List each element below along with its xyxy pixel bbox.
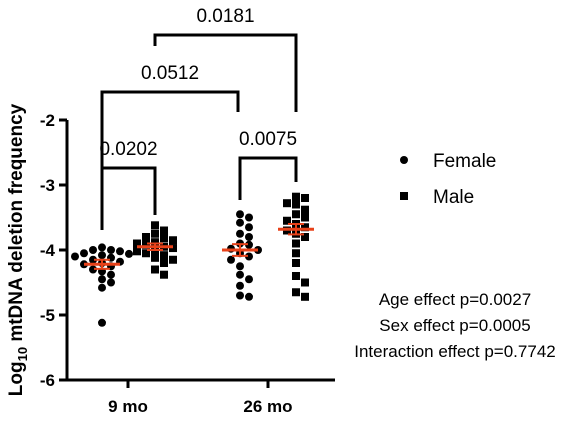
data-point [142, 249, 150, 258]
data-point [160, 270, 168, 279]
legend: Female Male [400, 151, 496, 208]
data-point [169, 255, 177, 264]
comparison-bracket [100, 90, 240, 230]
data-point [151, 238, 159, 247]
y-tick-label: -4 [40, 241, 56, 260]
data-point [98, 318, 106, 327]
data-point [71, 252, 79, 261]
data-point [98, 243, 106, 252]
data-point [292, 259, 300, 267]
y-axis-label: Log10 mtDNA deletion frequency [6, 103, 30, 396]
data-point [142, 233, 150, 241]
data-point [301, 233, 309, 241]
data-point [160, 251, 168, 260]
data-point [98, 283, 106, 292]
stat-line: Age effect p=0.0027 [379, 290, 531, 309]
data-point [133, 247, 141, 256]
data-point [245, 275, 253, 284]
data-point [169, 236, 177, 245]
data-point [236, 229, 244, 238]
data-point [116, 247, 124, 256]
comparison-bracket [153, 33, 298, 112]
data-point [292, 192, 300, 201]
stat-line: Interaction effect p=0.7742 [354, 342, 555, 361]
x-tick-label: 26 mo [243, 397, 292, 416]
data-point [292, 249, 300, 258]
y-tick-label: -2 [40, 111, 55, 130]
data-point [107, 246, 115, 254]
data-point [236, 281, 244, 290]
data-point [236, 262, 244, 271]
data-point [301, 292, 309, 301]
data-point [151, 229, 159, 238]
y-axis-label-rest: mtDNA deletion frequency [6, 103, 27, 347]
stats-annotation: Age effect p=0.0027 Sex effect p=0.0005 In… [354, 290, 555, 361]
data-point [245, 292, 253, 301]
data-point [301, 205, 309, 214]
y-axis-label-base: Log [6, 361, 27, 396]
data-point [227, 255, 235, 264]
data-point [160, 234, 168, 243]
data-point [245, 223, 253, 232]
y-tick-label: -3 [40, 176, 55, 195]
comparison-p-value: 0.0181 [196, 6, 254, 27]
data-point [107, 270, 115, 279]
legend-marker-circle [400, 156, 408, 164]
data-point [245, 240, 253, 249]
comparison-brackets: 0.0202 0.0075 0.0512 0.0181 [99, 6, 298, 230]
stat-line: Sex effect p=0.0005 [379, 316, 530, 335]
data-point [151, 265, 159, 274]
legend-label: Female [433, 151, 496, 172]
data-point [292, 210, 300, 219]
y-axis-label-subscript: 10 [15, 347, 30, 361]
legend-marker-square [400, 192, 408, 200]
data-point [89, 255, 97, 264]
data-point [89, 246, 97, 254]
data-point [236, 291, 244, 300]
data-point [301, 213, 309, 222]
axes: -6 -5 -4 -3 -2 9 mo 26 mo [40, 111, 335, 416]
data-point [245, 213, 253, 222]
comparison-bracket [100, 166, 157, 228]
data-point [236, 210, 244, 219]
data-point [283, 199, 291, 208]
svg-text:Log10 mtDNA deletion frequency: Log10 mtDNA deletion frequency [6, 103, 30, 396]
data-point [98, 275, 106, 284]
data-point [151, 253, 159, 262]
data-point [245, 233, 253, 241]
data-point [283, 216, 291, 225]
data-point [98, 251, 106, 260]
data-point [142, 240, 150, 249]
comparison-p-value: 0.0512 [141, 63, 199, 84]
data-point [236, 270, 244, 279]
data-point [160, 259, 168, 267]
data-point [245, 252, 253, 261]
y-tick-label: -6 [40, 371, 55, 390]
data-point [292, 239, 300, 248]
comparison-p-value: 0.0202 [99, 139, 157, 160]
data-point [301, 278, 309, 287]
data-point [80, 249, 88, 258]
mean-sem-bars [84, 223, 314, 270]
data-point [125, 249, 133, 258]
comparison-p-value: 0.0075 [239, 129, 297, 150]
x-tick-label: 9 mo [108, 397, 148, 416]
data-point [133, 239, 141, 248]
data-point [151, 221, 159, 230]
data-point [89, 265, 97, 274]
comparison-bracket [238, 156, 298, 200]
data-point [292, 288, 300, 297]
data-point [301, 223, 309, 232]
data-point [292, 200, 300, 209]
data-point [160, 226, 168, 235]
data-point [236, 218, 244, 227]
data-point [107, 278, 115, 287]
legend-label: Male [433, 187, 474, 208]
data-point [292, 272, 300, 280]
data-points [71, 192, 309, 327]
data-point [301, 194, 309, 202]
y-tick-label: -5 [40, 306, 55, 325]
